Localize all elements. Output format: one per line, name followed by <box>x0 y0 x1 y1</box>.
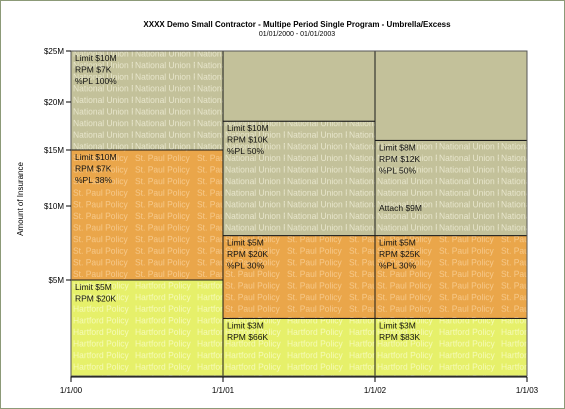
layer-bar[interactable] <box>374 139 528 237</box>
layer-label: %PL 50% <box>379 165 416 175</box>
layer-label: RPM $20K <box>75 294 116 304</box>
layer-label: %PL 30% <box>379 261 416 271</box>
layer-label: RPM $7K <box>75 164 112 174</box>
layer-label: Limit $3M <box>227 320 264 330</box>
layer-bar[interactable] <box>374 317 528 377</box>
layer-note: Attach $9M <box>379 203 422 213</box>
layer-label: RPM $12K <box>379 154 420 164</box>
layer-0-0[interactable]: Limit $5M RPM $20K <box>70 279 224 377</box>
empty-region <box>374 50 528 141</box>
layer-label: Limit $8M <box>379 142 416 152</box>
y-tick-label: $15M <box>44 146 64 155</box>
plot-border <box>70 50 528 377</box>
y-tick-label: $10M <box>44 202 64 211</box>
empty-region <box>222 50 376 122</box>
layer-bar[interactable] <box>222 317 376 377</box>
layer-label: Limit $10M <box>227 123 269 133</box>
x-tick-label: 1/1/03 <box>516 386 539 395</box>
layer-1-3[interactable]: Limit $3M RPM $66K <box>222 317 376 377</box>
layer-bar[interactable] <box>374 235 528 319</box>
layer-label: RPM $7K <box>75 65 112 75</box>
layer-label: %PL 100% <box>75 76 117 86</box>
axes-group: $5M $10M $15M $20M $25M 1/1/00 1/1/01 1/1/02 1/1… <box>44 47 539 395</box>
layer-bar[interactable] <box>222 120 376 237</box>
layer-0-1[interactable]: Limit $10M RPM $7K%PL 38% <box>70 149 224 281</box>
chart-subtitle: 01/01/2000 - 01/01/2003 <box>259 31 335 38</box>
layer-0-2[interactable]: Limit $10M RPM $7K%PL 100% <box>70 50 224 151</box>
layer-label: Limit $5M <box>75 282 112 292</box>
layer-2-8[interactable]: Limit $8M RPM $12K%PL 50% Attach $9M <box>374 139 528 237</box>
chart-title: XXXX Demo Small Contractor - Multipe Per… <box>143 20 451 29</box>
x-tick-label: 1/1/00 <box>60 386 83 395</box>
layer-bar[interactable] <box>70 279 224 377</box>
y-axis-label: Amount of Insurance <box>16 162 25 236</box>
layer-bar[interactable] <box>222 235 376 319</box>
layer-label: RPM $66K <box>227 332 268 342</box>
layer-bar[interactable] <box>70 149 224 281</box>
x-tick-label: 1/1/02 <box>364 386 387 395</box>
layer-label: Limit $10M <box>75 53 117 63</box>
layer-label: Limit $5M <box>227 238 264 248</box>
y-tick-label: $20M <box>44 98 64 107</box>
y-tick-label: $5M <box>48 276 64 285</box>
y-tick-label: $25M <box>44 47 64 56</box>
layer-1-5[interactable]: Limit $10M RPM $10K%PL 50% <box>222 120 376 237</box>
layer-label: RPM $10K <box>227 135 268 145</box>
layer-label: Limit $5M <box>379 238 416 248</box>
layer-label: Limit $10M <box>75 152 117 162</box>
layer-label: %PL 30% <box>227 261 264 271</box>
layer-label: RPM $25K <box>379 249 420 259</box>
layer-label: RPM $20K <box>227 249 268 259</box>
x-tick-label: 1/1/01 <box>212 386 235 395</box>
layer-label: RPM $83K <box>379 332 420 342</box>
layer-label: %PL 38% <box>75 175 112 185</box>
layer-2-6[interactable]: Limit $3M RPM $83K <box>374 317 528 377</box>
layer-label: %PL 50% <box>227 146 264 156</box>
layer-label: Limit $3M <box>379 320 416 330</box>
